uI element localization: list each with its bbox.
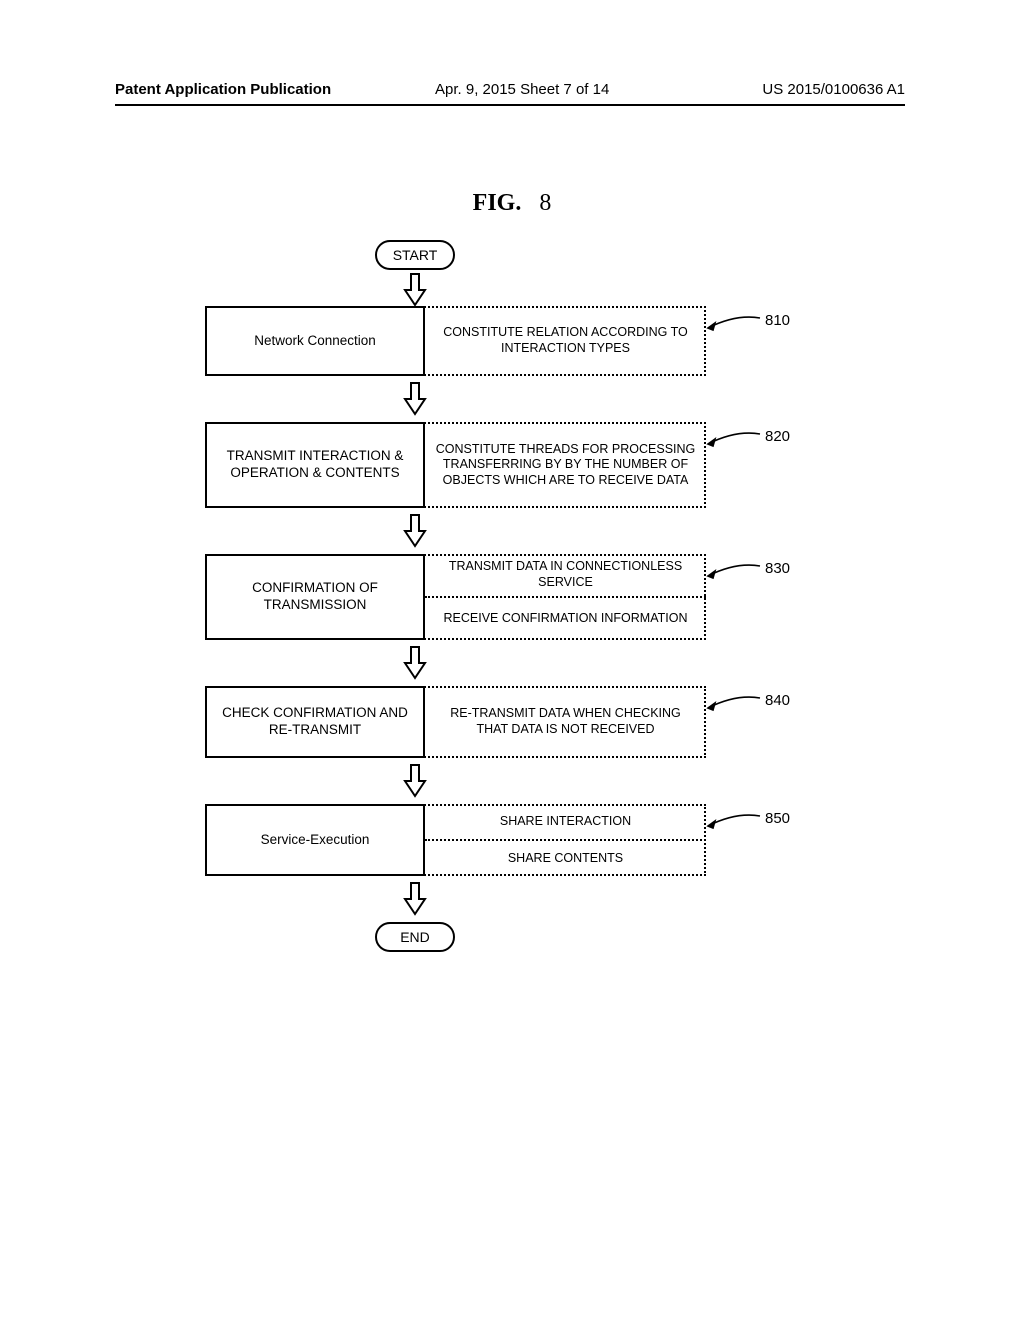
step-left-label: Service-Execution — [205, 804, 425, 876]
step-ref-label: 850 — [765, 810, 790, 827]
end-terminator: END — [375, 922, 455, 952]
leader-line — [706, 426, 767, 450]
step-ref-label: 840 — [765, 692, 790, 709]
step-right: RE-TRANSMIT DATA WHEN CHECKING THAT DATA… — [425, 686, 706, 758]
step-right-cell: CONSTITUTE RELATION ACCORDING TO INTERAC… — [425, 306, 706, 376]
leader-line — [706, 808, 767, 832]
flow-arrow-icon — [401, 763, 429, 798]
flow-arrow-icon — [401, 381, 429, 416]
step-left-label: CONFIRMATION OF TRANSMISSION — [205, 554, 425, 640]
step-right-cell: RE-TRANSMIT DATA WHEN CHECKING THAT DATA… — [425, 686, 706, 758]
leader-line — [706, 558, 767, 582]
step-right-cell: RECEIVE CONFIRMATION INFORMATION — [425, 596, 706, 640]
page-header: Patent Application Publication Apr. 9, 2… — [115, 80, 905, 106]
flow-arrow-icon — [401, 645, 429, 680]
figure-title: FIG. 8 — [0, 190, 1024, 217]
step-left-label: TRANSMIT INTERACTION & OPERATION & CONTE… — [205, 422, 425, 508]
flow-step: Network ConnectionCONSTITUTE RELATION AC… — [205, 306, 706, 376]
step-right: CONSTITUTE RELATION ACCORDING TO INTERAC… — [425, 306, 706, 376]
flow-step: CONFIRMATION OF TRANSMISSIONTRANSMIT DAT… — [205, 554, 706, 640]
step-right: CONSTITUTE THREADS FOR PROCESSING TRANSF… — [425, 422, 706, 508]
flow-step: CHECK CONFIRMATION AND RE-TRANSMITRE-TRA… — [205, 686, 706, 758]
flow-step: TRANSMIT INTERACTION & OPERATION & CONTE… — [205, 422, 706, 508]
page: Patent Application Publication Apr. 9, 2… — [0, 0, 1024, 1320]
header-right: US 2015/0100636 A1 — [762, 81, 905, 98]
step-ref-label: 810 — [765, 312, 790, 329]
step-right-cell: SHARE INTERACTION — [425, 804, 706, 839]
header-middle: Apr. 9, 2015 Sheet 7 of 14 — [435, 81, 609, 98]
figure-title-number: 8 — [539, 190, 551, 216]
leader-line — [706, 690, 767, 714]
step-right: SHARE INTERACTIONSHARE CONTENTS — [425, 804, 706, 876]
step-right-cell: TRANSMIT DATA IN CONNECTIONLESS SERVICE — [425, 554, 706, 596]
start-terminator: START — [375, 240, 455, 270]
step-right-cell: CONSTITUTE THREADS FOR PROCESSING TRANSF… — [425, 422, 706, 508]
leader-line — [706, 310, 767, 334]
step-right: TRANSMIT DATA IN CONNECTIONLESS SERVICER… — [425, 554, 706, 640]
step-left-label: CHECK CONFIRMATION AND RE-TRANSMIT — [205, 686, 425, 758]
figure-title-prefix: FIG. — [473, 190, 522, 216]
flow-arrow-icon — [401, 272, 429, 307]
flow-arrow-icon — [401, 881, 429, 916]
flow-arrow-icon — [401, 513, 429, 548]
flowchart: START Network ConnectionCONSTITUTE RELATI… — [205, 240, 825, 962]
flow-step: Service-ExecutionSHARE INTERACTIONSHARE … — [205, 804, 706, 876]
step-right-cell: SHARE CONTENTS — [425, 839, 706, 876]
step-left-label: Network Connection — [205, 306, 425, 376]
header-left: Patent Application Publication — [115, 81, 331, 98]
step-ref-label: 830 — [765, 560, 790, 577]
step-ref-label: 820 — [765, 428, 790, 445]
